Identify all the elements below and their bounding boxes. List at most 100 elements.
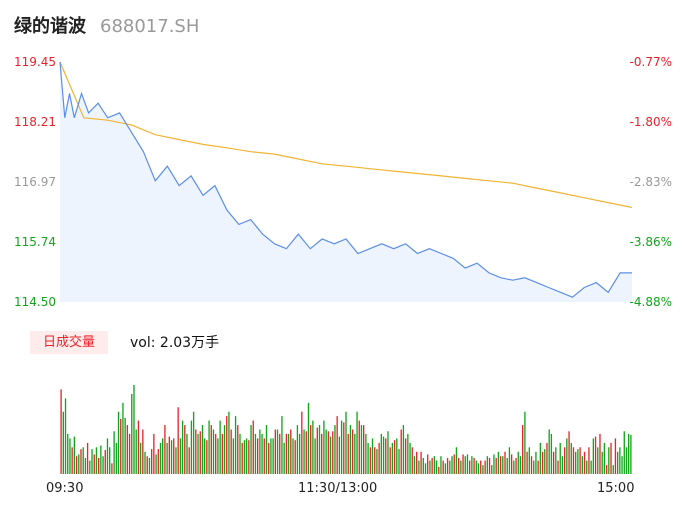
volume-bar — [510, 454, 513, 474]
volume-bar — [502, 456, 504, 474]
volume-bar — [100, 445, 102, 474]
volume-bar — [95, 447, 98, 474]
volume-bar — [351, 429, 354, 474]
volume-bar — [175, 447, 177, 474]
volume-bar — [391, 442, 394, 474]
volume-bar — [462, 454, 464, 474]
volume-bar — [402, 425, 405, 475]
volume-bar — [232, 438, 235, 474]
volume-bar — [455, 447, 458, 474]
volume-bar — [356, 411, 358, 474]
volume-bar — [570, 442, 572, 474]
volume-bar — [259, 429, 261, 474]
volume-bar — [389, 447, 391, 474]
volume-bar — [382, 436, 385, 474]
volume-bar — [146, 456, 148, 474]
volume-bar — [517, 451, 519, 475]
volume-bar — [608, 447, 610, 474]
time-tick-label: 09:30 — [46, 481, 84, 496]
volume-bar — [400, 429, 402, 474]
volume-bar — [241, 442, 243, 474]
volume-bar — [208, 420, 210, 474]
volume-bar — [137, 420, 140, 474]
volume-bar — [62, 411, 64, 474]
volume-bar — [533, 460, 535, 474]
volume-bar — [78, 454, 80, 474]
volume-bar — [506, 458, 508, 474]
volume-bar — [603, 442, 606, 474]
volume-bar — [323, 420, 325, 474]
volume-bar — [354, 433, 356, 474]
pct-tick-label: -3.86% — [629, 235, 672, 249]
volume-bar — [597, 447, 599, 474]
volume-bar — [164, 425, 166, 475]
stock-name: 绿的谐波 — [14, 16, 86, 37]
volume-bar — [435, 460, 438, 474]
volume-bar — [577, 449, 579, 474]
volume-bar — [60, 389, 62, 474]
volume-bar — [477, 463, 480, 474]
volume-bar — [124, 417, 126, 474]
volume-bar — [336, 416, 338, 474]
volume-bar — [539, 442, 542, 474]
volume-bar — [157, 449, 159, 474]
volume-bar — [497, 451, 500, 475]
volume-bar — [387, 431, 389, 474]
price-tick-label: 114.50 — [14, 295, 56, 309]
stock-code: 688017.SH — [100, 16, 200, 37]
volume-bar — [71, 447, 73, 474]
volume-bar — [230, 429, 232, 474]
volume-bar — [358, 420, 360, 474]
volume-bar — [460, 460, 462, 474]
volume-bar — [261, 433, 263, 474]
volume-bar — [409, 442, 411, 474]
volume-bar — [619, 447, 621, 474]
volume-bar — [162, 438, 164, 474]
volume-bar — [429, 460, 431, 474]
price-area-fill — [60, 62, 632, 302]
volume-bar — [301, 411, 303, 474]
volume-tab[interactable]: 日成交量 — [30, 331, 108, 354]
volume-bar — [254, 433, 257, 474]
volume-bar — [469, 460, 471, 474]
volume-bar — [168, 436, 170, 474]
price-line — [59, 61, 632, 298]
volume-bar — [188, 447, 190, 474]
average-price-line — [59, 61, 633, 209]
volume-bar — [561, 456, 564, 474]
volume-bar — [201, 425, 204, 475]
volume-bar — [508, 447, 511, 474]
volume-bar — [420, 451, 422, 475]
volume-bar — [223, 425, 226, 475]
volume-bar — [179, 438, 182, 474]
volume-bar — [605, 465, 608, 474]
stock-header: 绿的谐波 688017.SH — [14, 12, 199, 40]
volume-bar — [466, 454, 469, 474]
volume-bar — [623, 431, 625, 474]
volume-bar — [594, 436, 597, 474]
volume-bar — [192, 411, 195, 474]
volume-bar — [117, 411, 120, 474]
volume-bar — [482, 465, 484, 474]
volume-bar — [486, 456, 489, 474]
volume-bar — [480, 460, 482, 474]
volume-bar — [268, 442, 270, 474]
volume-bar — [210, 425, 212, 475]
volume-bar — [283, 442, 285, 474]
volume-bar — [329, 436, 332, 474]
volume-bar — [314, 438, 316, 474]
volume-bar — [325, 429, 327, 474]
volume-bar — [422, 458, 424, 474]
volume-bar — [281, 416, 283, 474]
volume-bar — [590, 460, 592, 474]
volume-bar — [367, 442, 369, 474]
time-tick-label: 11:30/13:00 — [298, 481, 378, 496]
volume-bar — [513, 460, 515, 474]
volume-bar — [488, 458, 491, 474]
volume-bar — [113, 431, 115, 474]
volume-bar — [197, 433, 199, 474]
volume-bar — [519, 456, 522, 474]
volume-bar — [327, 431, 329, 474]
volume-bar — [588, 447, 590, 474]
volume-bar — [290, 429, 292, 474]
